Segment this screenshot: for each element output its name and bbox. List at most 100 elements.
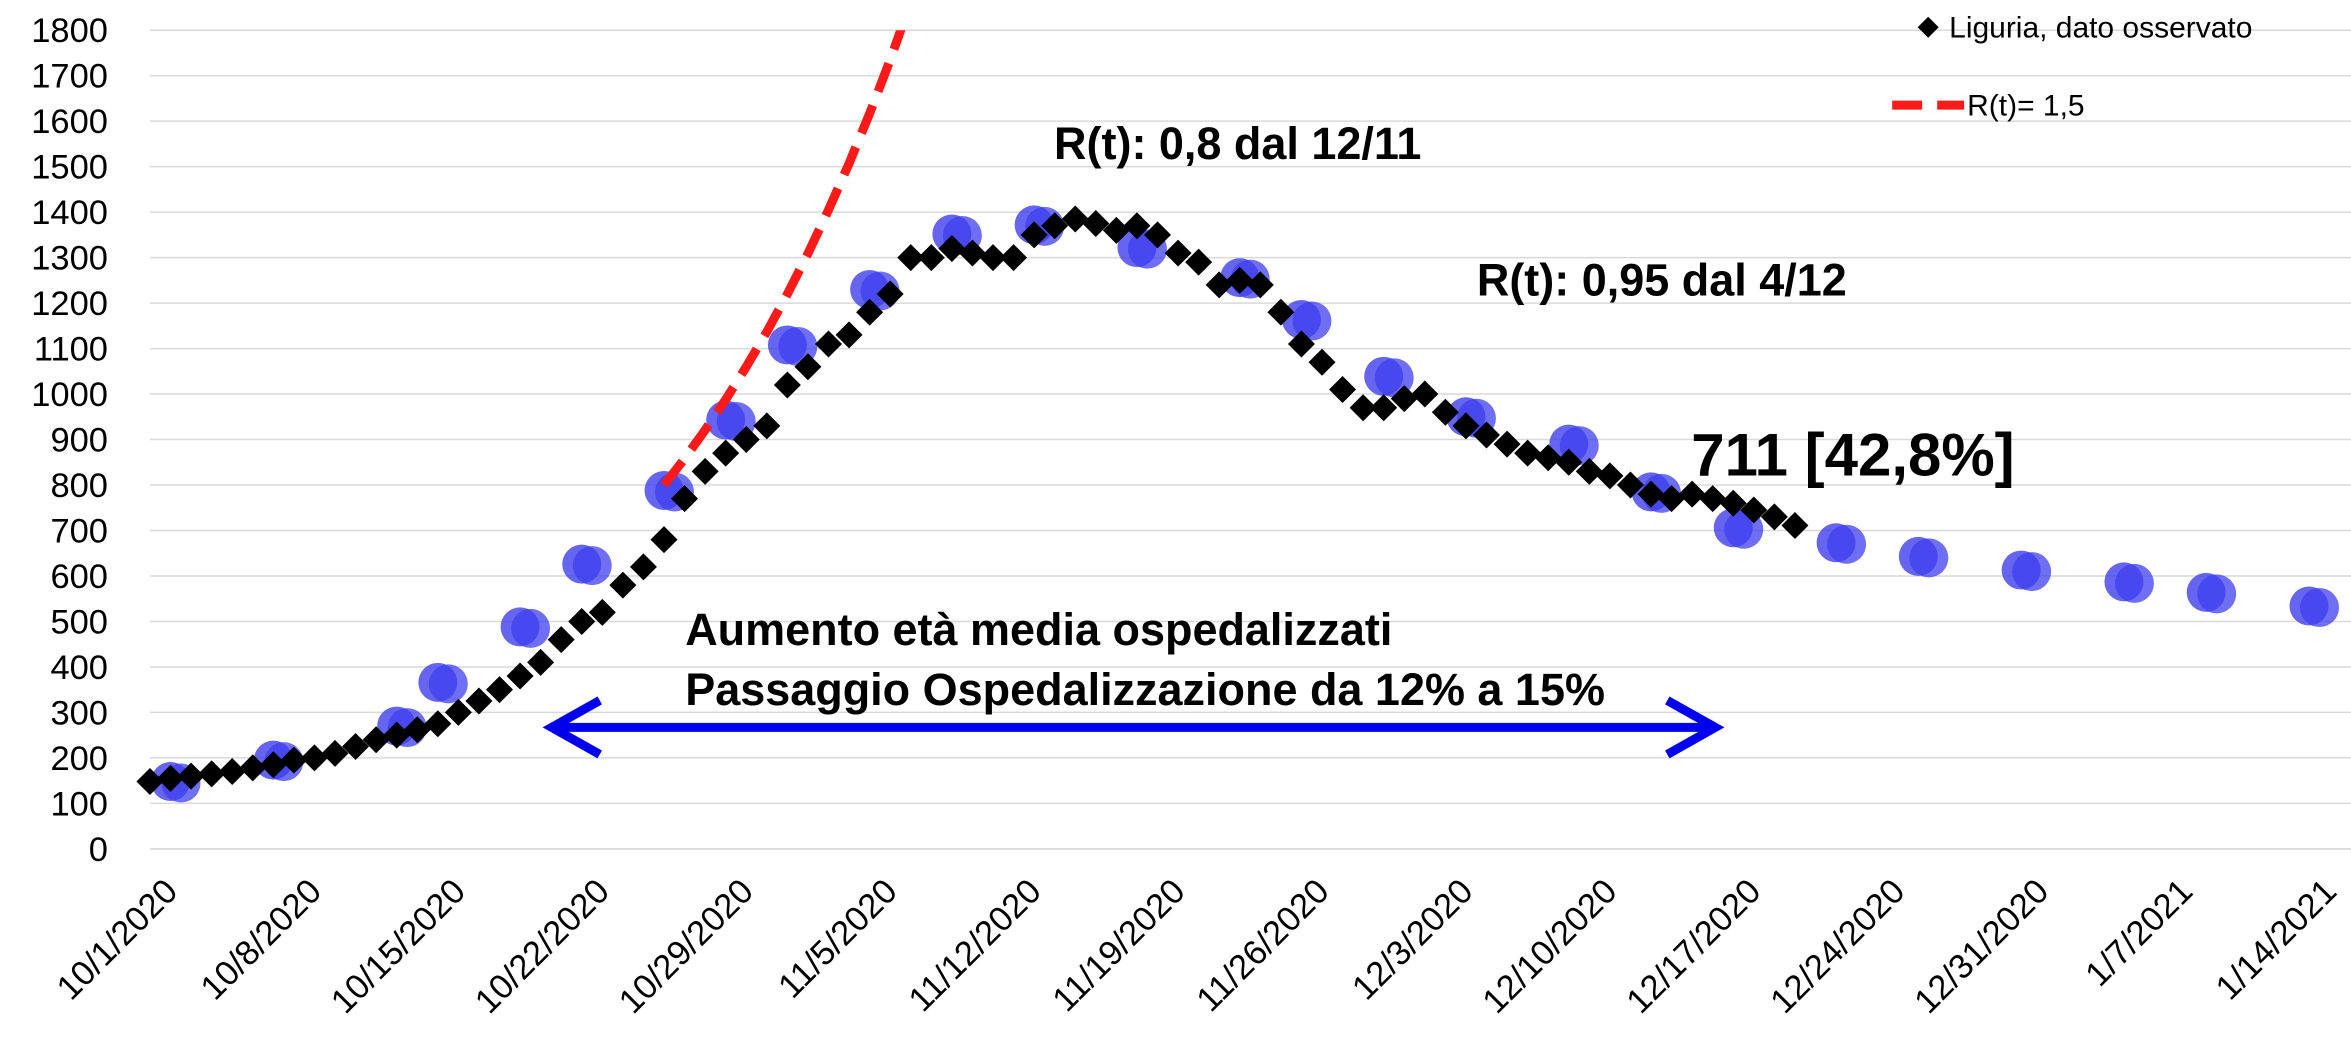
x-tick-label: 1/7/2021 xyxy=(2078,872,2200,994)
x-tick-label: 12/31/2020 xyxy=(1907,872,2056,1021)
x-tick-label: 11/12/2020 xyxy=(902,872,1049,1019)
circle-marker xyxy=(2001,550,2041,590)
y-tick-label: 100 xyxy=(50,785,108,823)
annotation: Aumento età media ospedalizzati xyxy=(685,604,1392,655)
x-tick-label: 10/1/2020 xyxy=(50,872,185,1007)
diamond-marker xyxy=(568,607,596,635)
diamond-marker xyxy=(1411,380,1439,408)
diamond-marker xyxy=(958,239,986,267)
y-tick-label: 700 xyxy=(50,512,108,550)
x-tick-label: 12/3/2020 xyxy=(1345,872,1480,1007)
diamond-marker xyxy=(1308,348,1336,376)
circle-marker xyxy=(2186,572,2226,612)
diamond-marker xyxy=(794,353,822,381)
diamond-marker xyxy=(1596,462,1624,490)
y-tick-label: 800 xyxy=(50,467,108,505)
diamond-marker xyxy=(1102,216,1130,244)
circle-marker xyxy=(850,269,890,309)
x-tick-label: 1/14/2021 xyxy=(2209,872,2344,1007)
diamond-marker xyxy=(876,280,904,308)
x-tick-label: 11/19/2020 xyxy=(1046,872,1193,1019)
diamond-marker xyxy=(1061,205,1089,233)
diamond-marker xyxy=(280,746,308,774)
diamond-marker xyxy=(486,676,513,704)
diamond-marker xyxy=(588,598,616,626)
diamond-marker xyxy=(650,526,678,554)
diamond-marker xyxy=(1514,439,1542,467)
diamond-marker xyxy=(259,751,287,779)
diamond-marker xyxy=(424,710,452,738)
y-tick-label: 600 xyxy=(50,558,108,596)
diamond-marker xyxy=(1349,394,1377,422)
circle-marker xyxy=(2289,586,2329,626)
arrow xyxy=(542,696,1725,759)
diamond-marker xyxy=(1431,398,1459,426)
y-tick-label: 500 xyxy=(50,603,108,641)
diamond-marker xyxy=(239,754,267,782)
diamond-marker xyxy=(1164,239,1192,267)
diamond-marker xyxy=(1575,457,1603,485)
diamond-marker xyxy=(198,760,226,788)
x-tick-label: 10/8/2020 xyxy=(194,872,329,1007)
arrow-head-right xyxy=(1665,696,1725,759)
y-tick-label: 1600 xyxy=(31,103,108,141)
diamond-marker xyxy=(403,716,431,744)
diamond-marker xyxy=(218,758,246,786)
x-tick-label: 10/29/2020 xyxy=(612,872,761,1021)
y-tick-label: 0 xyxy=(89,831,108,869)
diamond-marker xyxy=(671,485,699,513)
legend-label: Liguria, dato osservato xyxy=(1949,12,2252,45)
x-tick-label: 12/17/2020 xyxy=(1620,872,1769,1021)
diamond-marker xyxy=(321,739,349,767)
x-tick-label: 12/10/2020 xyxy=(1476,872,1625,1021)
y-tick-label: 200 xyxy=(50,740,108,778)
diamond-marker xyxy=(1390,385,1418,413)
annotation: 711 [42,8%] xyxy=(1691,422,2014,489)
diamond-marker xyxy=(897,244,925,272)
diamond-marker xyxy=(506,662,534,690)
annotation: R(t): 0,95 dal 4/12 xyxy=(1477,255,1847,306)
diamond-marker xyxy=(1493,430,1521,458)
x-tick-label: 12/24/2020 xyxy=(1763,872,1912,1021)
legend-diamond xyxy=(1917,16,1939,38)
diamond-marker xyxy=(157,764,184,792)
y-tick-label: 1400 xyxy=(31,194,108,232)
diamond-marker xyxy=(1555,448,1583,476)
diamond-marker xyxy=(938,235,966,263)
diamond-marker xyxy=(856,298,884,326)
diamond-marker xyxy=(177,762,205,790)
diamond-marker xyxy=(979,244,1007,272)
diamond-marker xyxy=(1020,221,1048,249)
diamond-marker xyxy=(444,698,472,726)
circle-marker xyxy=(1117,228,1157,268)
x-tick-label: 10/22/2020 xyxy=(468,872,617,1021)
diamond-marker xyxy=(629,553,657,581)
circle-marker xyxy=(500,607,540,647)
circle-marker xyxy=(418,662,458,702)
circle-marker xyxy=(1364,356,1404,396)
diamond-marker xyxy=(753,412,781,440)
y-tick-label: 300 xyxy=(50,694,108,732)
diamond-marker xyxy=(547,626,575,654)
diamond-marker xyxy=(712,439,740,467)
diamond-marker xyxy=(1267,298,1295,326)
diamond-marker xyxy=(1041,212,1069,240)
legend-label: R(t)= 1,5 xyxy=(1967,90,2084,123)
diamond-marker xyxy=(1205,271,1233,299)
circle-marker xyxy=(1713,508,1753,548)
arrow-head-left xyxy=(542,696,602,759)
y-tick-label: 1200 xyxy=(31,285,108,323)
diamond-marker xyxy=(835,321,863,349)
y-tick-label: 1300 xyxy=(31,240,108,278)
circle-marker xyxy=(1816,523,1856,563)
diamond-marker xyxy=(1719,489,1747,517)
diamond-marker xyxy=(1185,248,1213,276)
diamond-marker xyxy=(1226,266,1254,294)
dashed-line xyxy=(660,30,906,488)
y-tick-label: 900 xyxy=(50,422,108,460)
annotation: R(t): 0,8 dal 12/11 xyxy=(1054,118,1421,169)
y-tick-label: 1800 xyxy=(31,12,108,50)
diamond-marker xyxy=(1760,503,1788,531)
